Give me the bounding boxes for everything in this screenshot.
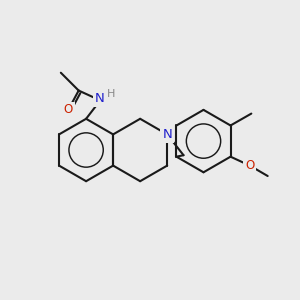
- Text: N: N: [94, 92, 104, 105]
- Text: H: H: [107, 88, 116, 98]
- Text: O: O: [64, 103, 73, 116]
- Text: N: N: [162, 128, 172, 141]
- Text: O: O: [245, 159, 254, 172]
